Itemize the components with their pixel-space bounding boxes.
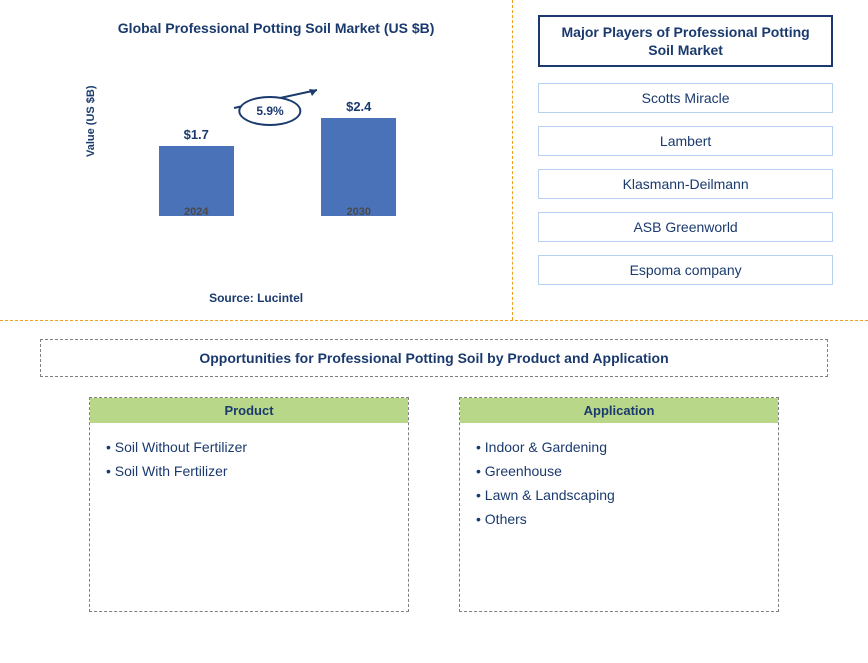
bar-value: $1.7 [184,127,209,142]
player-item: Lambert [538,126,833,156]
item-text: Lawn & Landscaping [485,487,615,503]
bar-chart: Value (US $B) 5.9% $1.7 2024 $2.4 2030 [100,66,440,236]
item-text: Soil With Fertilizer [115,463,228,479]
product-box: Product • Soil Without Fertilizer • Soil… [89,397,409,612]
player-item: Espoma company [538,255,833,285]
bar-label: 2030 [347,206,371,218]
bar-group: $2.4 2030 [314,99,404,216]
list-item: • Lawn & Landscaping [476,483,762,507]
chart-panel: Global Professional Potting Soil Market … [0,0,513,320]
categories-row: Product • Soil Without Fertilizer • Soil… [40,397,828,612]
list-item: • Others [476,507,762,531]
list-item: • Indoor & Gardening [476,435,762,459]
player-item: Klasmann-Deilmann [538,169,833,199]
item-text: Soil Without Fertilizer [115,439,247,455]
player-item: Scotts Miracle [538,83,833,113]
source-text: Source: Lucintel [209,291,303,305]
bar [321,118,396,216]
list-item: • Greenhouse [476,459,762,483]
players-title: Major Players of Professional Potting So… [538,15,833,67]
bar-value: $2.4 [346,99,371,114]
category-list: • Soil Without Fertilizer • Soil With Fe… [90,423,408,495]
bar-label: 2024 [184,206,208,218]
item-text: Indoor & Gardening [485,439,607,455]
chart-title: Global Professional Potting Soil Market … [70,20,482,36]
category-header: Application [460,398,778,423]
item-text: Greenhouse [485,463,562,479]
list-item: • Soil Without Fertilizer [106,435,392,459]
growth-rate-badge: 5.9% [238,96,301,126]
item-text: Others [485,511,527,527]
category-list: • Indoor & Gardening • Greenhouse • Lawn… [460,423,778,543]
list-item: • Soil With Fertilizer [106,459,392,483]
application-box: Application • Indoor & Gardening • Green… [459,397,779,612]
players-panel: Major Players of Professional Potting So… [513,0,868,320]
opportunities-title: Opportunities for Professional Potting S… [40,339,828,377]
bar-group: $1.7 2024 [151,127,241,216]
opportunities-section: Opportunities for Professional Potting S… [0,321,868,630]
player-item: ASB Greenworld [538,212,833,242]
growth-rate-value: 5.9% [238,96,301,126]
y-axis-label: Value (US $B) [85,85,97,157]
category-header: Product [90,398,408,423]
